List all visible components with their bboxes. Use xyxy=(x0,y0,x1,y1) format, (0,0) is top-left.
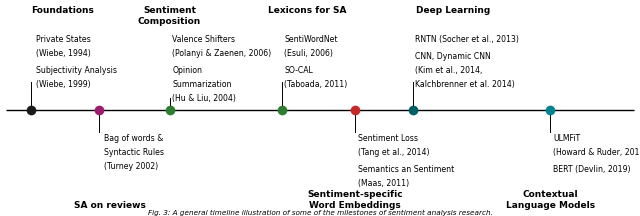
Text: Kalchbrenner et al. 2014): Kalchbrenner et al. 2014) xyxy=(415,80,515,89)
Text: (Maas, 2011): (Maas, 2011) xyxy=(358,179,409,188)
Text: (Polanyi & Zaenen, 2006): (Polanyi & Zaenen, 2006) xyxy=(172,49,271,58)
Text: Sentiment Loss: Sentiment Loss xyxy=(358,134,418,143)
Text: (Kim et al., 2014,: (Kim et al., 2014, xyxy=(415,66,483,75)
Text: SentiWordNet: SentiWordNet xyxy=(284,35,338,44)
Text: (Turney 2002): (Turney 2002) xyxy=(104,162,159,171)
Text: ULMFiT: ULMFiT xyxy=(553,134,580,143)
Text: Syntactic Rules: Syntactic Rules xyxy=(104,148,164,157)
Text: Summarization: Summarization xyxy=(172,80,232,89)
Text: Sentiment
Composition: Sentiment Composition xyxy=(138,6,201,26)
Text: BERT (Devlin, 2019): BERT (Devlin, 2019) xyxy=(553,165,630,174)
Text: (Esuli, 2006): (Esuli, 2006) xyxy=(284,49,333,58)
Text: Sentiment-specific
Word Embeddings: Sentiment-specific Word Embeddings xyxy=(307,190,403,210)
Text: CNN, Dynamic CNN: CNN, Dynamic CNN xyxy=(415,52,491,61)
Text: Deep Learning: Deep Learning xyxy=(416,6,490,16)
Text: Bag of words &: Bag of words & xyxy=(104,134,164,143)
Text: Private States: Private States xyxy=(36,35,91,44)
Text: (Hu & Liu, 2004): (Hu & Liu, 2004) xyxy=(172,94,236,103)
Text: Valence Shifters: Valence Shifters xyxy=(172,35,235,44)
Text: SA on reviews: SA on reviews xyxy=(74,200,145,210)
Text: (Wiebe, 1994): (Wiebe, 1994) xyxy=(36,49,91,58)
Text: (Taboada, 2011): (Taboada, 2011) xyxy=(284,80,348,89)
Text: Semantics an Sentiment: Semantics an Sentiment xyxy=(358,165,454,174)
Text: Foundations: Foundations xyxy=(31,6,93,16)
Text: Lexicons for SA: Lexicons for SA xyxy=(268,6,346,16)
Text: Subjectivity Analysis: Subjectivity Analysis xyxy=(36,66,117,75)
Text: Contextual
Language Models: Contextual Language Models xyxy=(506,190,595,210)
Text: RNTN (Socher et al., 2013): RNTN (Socher et al., 2013) xyxy=(415,35,519,44)
Text: Opinion: Opinion xyxy=(172,66,202,75)
Text: (Wiebe, 1999): (Wiebe, 1999) xyxy=(36,80,90,89)
Text: SO-CAL: SO-CAL xyxy=(284,66,313,75)
Text: (Howard & Ruder, 2018): (Howard & Ruder, 2018) xyxy=(553,148,640,157)
Text: Fig. 3: A general timeline illustration of some of the milestones of sentiment a: Fig. 3: A general timeline illustration … xyxy=(148,210,492,216)
Text: (Tang et al., 2014): (Tang et al., 2014) xyxy=(358,148,429,157)
